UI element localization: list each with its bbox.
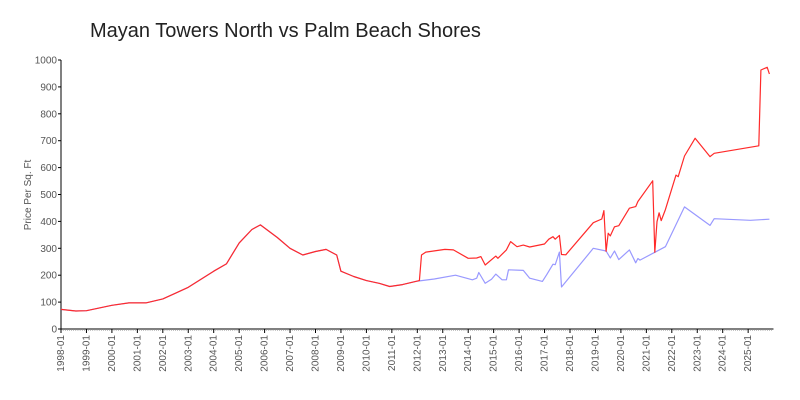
x-tick-label: 2003-01 (183, 335, 194, 372)
x-tick-label: 2000-01 (107, 335, 118, 372)
x-tick-label: 2025-01 (743, 335, 754, 372)
y-tick-label: 400 (40, 217, 57, 228)
y-tick-label: 1000 (35, 56, 58, 67)
x-tick-label: 2008-01 (311, 335, 322, 372)
x-tick-label: 2019-01 (590, 335, 601, 372)
x-tick-label: 2011-01 (387, 335, 398, 371)
x-tick-label: 2022-01 (667, 335, 678, 372)
series-line-1 (60, 206, 770, 312)
x-tick-label: 2004-01 (209, 335, 220, 372)
axes: 0 100 200 300 400 500 600 700 800 900 1000 1998-01 1… (35, 56, 774, 372)
y-tick-label: 900 (40, 82, 57, 93)
x-tick-label: 2007-01 (285, 335, 296, 372)
x-tick-label: 2009-01 (336, 335, 347, 372)
x-tick-label: 2021-01 (641, 335, 652, 372)
x-tick-label: 2018-01 (565, 335, 576, 372)
x-tick-label: 2012-01 (412, 335, 423, 372)
chart-title: Mayan Towers North vs Palm Beach Shores (90, 20, 481, 42)
x-tick-label: 2020-01 (616, 335, 627, 372)
x-tick-label: 1998-01 (56, 335, 67, 372)
y-tick-label: 300 (40, 244, 57, 255)
y-tick-label: 700 (40, 136, 57, 147)
series-group (60, 66, 770, 312)
x-tick-label: 2015-01 (489, 335, 500, 372)
x-tick-label: 2006-01 (260, 335, 271, 372)
x-tick-label: 2010-01 (361, 335, 372, 372)
x-tick-label: 2001-01 (132, 335, 143, 372)
x-tick-label: 1999-01 (81, 335, 92, 372)
x-tick-label: 2005-01 (234, 335, 245, 372)
y-tick-label: 500 (40, 190, 57, 201)
x-tick-label: 2016-01 (514, 335, 525, 372)
series-line-0 (60, 66, 770, 312)
y-tick-label: 200 (40, 271, 57, 282)
y-axis-label: Price Per Sq. Ft (23, 159, 34, 230)
x-tick-label: 2014-01 (463, 335, 474, 372)
y-tick-label: 600 (40, 163, 57, 174)
y-tick-label: 800 (40, 109, 57, 120)
y-tick-label: 100 (40, 298, 57, 309)
x-tick-label: 2002-01 (158, 335, 169, 372)
x-tick-label: 2017-01 (540, 335, 551, 372)
x-tick-label: 2023-01 (692, 335, 703, 372)
x-tick-label: 2024-01 (718, 335, 729, 372)
y-tick-label: 0 (51, 325, 57, 336)
x-tick-label: 2013-01 (438, 335, 449, 372)
